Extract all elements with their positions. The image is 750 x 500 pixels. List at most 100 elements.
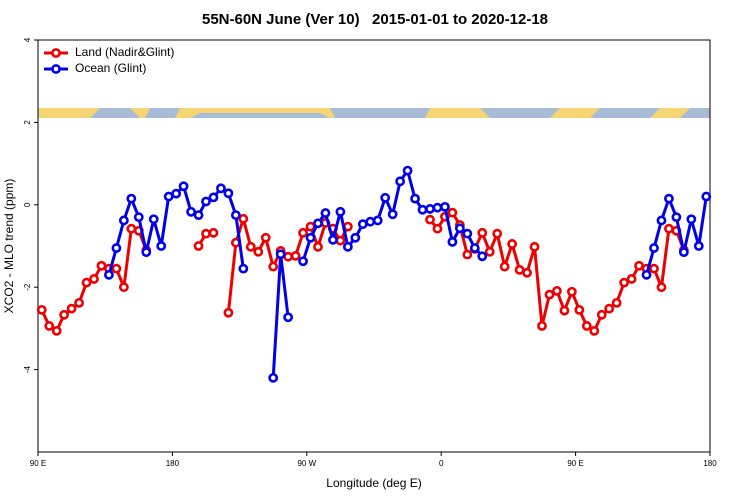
- point: [216, 183, 226, 194]
- point: [574, 304, 585, 315]
- point: [425, 204, 435, 214]
- point: [320, 208, 331, 218]
- plot-frame: [37, 39, 711, 453]
- point: [193, 210, 204, 220]
- point: [156, 241, 167, 251]
- point: [81, 277, 92, 288]
- point: [507, 239, 518, 249]
- point: [335, 235, 346, 246]
- point: [171, 188, 182, 199]
- point: [440, 201, 450, 212]
- point: [268, 372, 279, 383]
- point: [469, 243, 480, 253]
- point: [544, 289, 555, 300]
- point: [432, 223, 443, 234]
- point: [36, 304, 47, 315]
- x-tick-label: 0: [439, 459, 444, 468]
- point: [305, 232, 316, 243]
- y-tick-label: 4: [23, 37, 32, 42]
- point: [402, 165, 413, 176]
- point: [283, 312, 294, 323]
- point: [223, 188, 234, 199]
- point: [656, 282, 667, 293]
- point: [313, 241, 323, 252]
- point: [425, 214, 435, 225]
- point: [581, 321, 592, 331]
- point: [701, 191, 712, 202]
- point: [604, 303, 615, 314]
- x-tick-label: 90 W: [297, 459, 316, 468]
- point: [193, 241, 204, 251]
- point: [649, 263, 659, 274]
- point: [328, 234, 338, 245]
- point: [686, 214, 697, 225]
- point: [313, 218, 323, 229]
- point: [447, 207, 458, 218]
- point: [559, 305, 570, 316]
- point: [118, 215, 129, 226]
- point: [641, 269, 652, 280]
- point: [186, 206, 196, 217]
- point: [208, 227, 219, 238]
- point: [74, 297, 84, 308]
- point: [260, 232, 271, 243]
- point: [693, 241, 704, 251]
- point: [664, 223, 674, 234]
- point: [298, 227, 308, 238]
- point: [96, 260, 107, 271]
- point: [305, 221, 316, 232]
- point: [298, 256, 308, 267]
- point: [589, 325, 600, 336]
- y-tick-label: 2: [23, 120, 32, 125]
- point: [656, 215, 667, 226]
- chart-title: 55N-60N June (Ver 10) 2015-01-01 to 2020…: [202, 11, 548, 28]
- point: [634, 260, 644, 271]
- x-tick-label: 90 E: [567, 459, 583, 468]
- y-tick-label: -4: [23, 365, 32, 373]
- point: [529, 241, 540, 252]
- point: [357, 219, 368, 230]
- point: [245, 241, 256, 252]
- point: [230, 210, 241, 220]
- point: [59, 309, 70, 320]
- point: [410, 193, 420, 204]
- point: [514, 264, 525, 275]
- point: [462, 249, 473, 260]
- point: [365, 216, 376, 227]
- point: [649, 243, 659, 253]
- point: [566, 286, 577, 297]
- point: [395, 176, 406, 187]
- point: [89, 274, 99, 284]
- point: [372, 215, 383, 226]
- point: [208, 192, 219, 203]
- point: [477, 251, 488, 262]
- point: [335, 206, 346, 217]
- point: [447, 236, 458, 247]
- legend-marker: [51, 64, 61, 74]
- point: [619, 277, 630, 288]
- point: [552, 286, 562, 296]
- point: [492, 228, 503, 239]
- point: [462, 228, 473, 239]
- x-tick-label: 90 E: [30, 459, 46, 468]
- point: [118, 282, 129, 293]
- point: [499, 261, 510, 272]
- x-axis-label: Longitude (deg E): [326, 476, 421, 490]
- point: [268, 261, 279, 272]
- point: [148, 214, 159, 225]
- point: [275, 249, 286, 260]
- point: [104, 269, 114, 280]
- point: [522, 267, 532, 278]
- point: [678, 247, 689, 258]
- point: [44, 321, 55, 331]
- y-tick-label: -2: [23, 283, 32, 291]
- point: [611, 297, 622, 308]
- point: [417, 204, 428, 215]
- point: [283, 251, 294, 262]
- point: [111, 263, 122, 274]
- point: [596, 309, 607, 320]
- y-tick-label: 0: [23, 202, 32, 207]
- point: [253, 246, 264, 257]
